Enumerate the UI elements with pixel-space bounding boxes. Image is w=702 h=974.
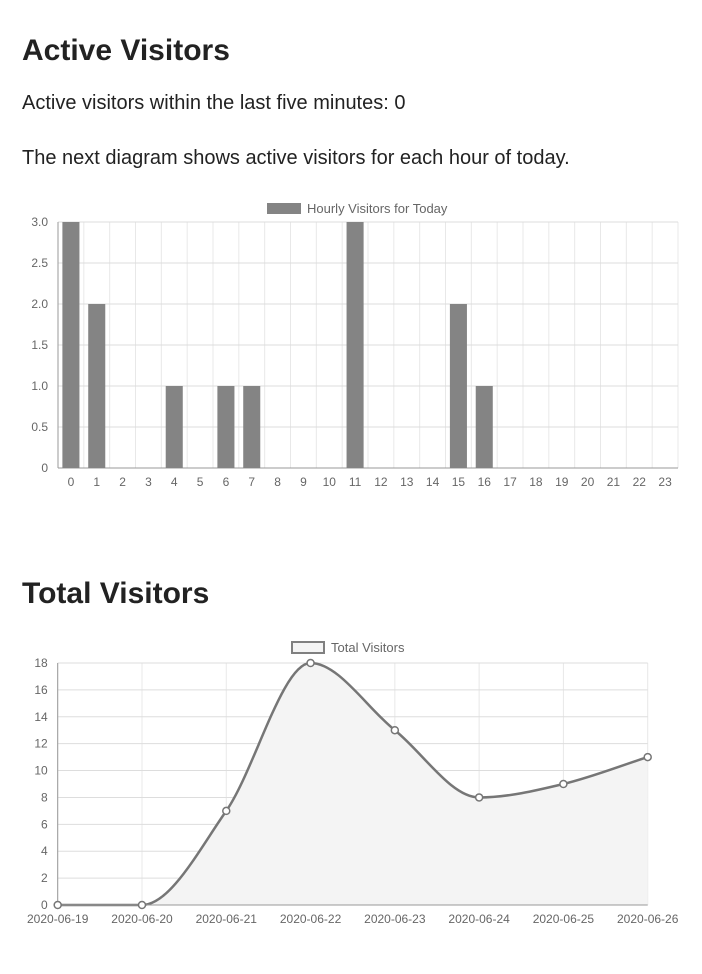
svg-text:2020-06-22: 2020-06-22 (280, 912, 342, 926)
svg-text:2020-06-25: 2020-06-25 (533, 912, 595, 926)
svg-text:4: 4 (41, 844, 48, 858)
svg-text:18: 18 (34, 656, 48, 670)
svg-text:10: 10 (34, 764, 48, 778)
svg-text:2020-06-24: 2020-06-24 (448, 912, 510, 926)
svg-text:0: 0 (41, 898, 48, 912)
svg-text:2020-06-23: 2020-06-23 (364, 912, 426, 926)
svg-text:2: 2 (41, 871, 48, 885)
svg-text:2020-06-26: 2020-06-26 (617, 912, 679, 926)
svg-text:2020-06-20: 2020-06-20 (111, 912, 173, 926)
svg-text:16: 16 (34, 683, 48, 697)
svg-text:8: 8 (41, 790, 48, 804)
svg-text:2020-06-19: 2020-06-19 (27, 912, 89, 926)
svg-text:2020-06-21: 2020-06-21 (196, 912, 258, 926)
svg-text:12: 12 (34, 737, 48, 751)
svg-text:14: 14 (34, 710, 48, 724)
svg-text:6: 6 (41, 817, 48, 831)
